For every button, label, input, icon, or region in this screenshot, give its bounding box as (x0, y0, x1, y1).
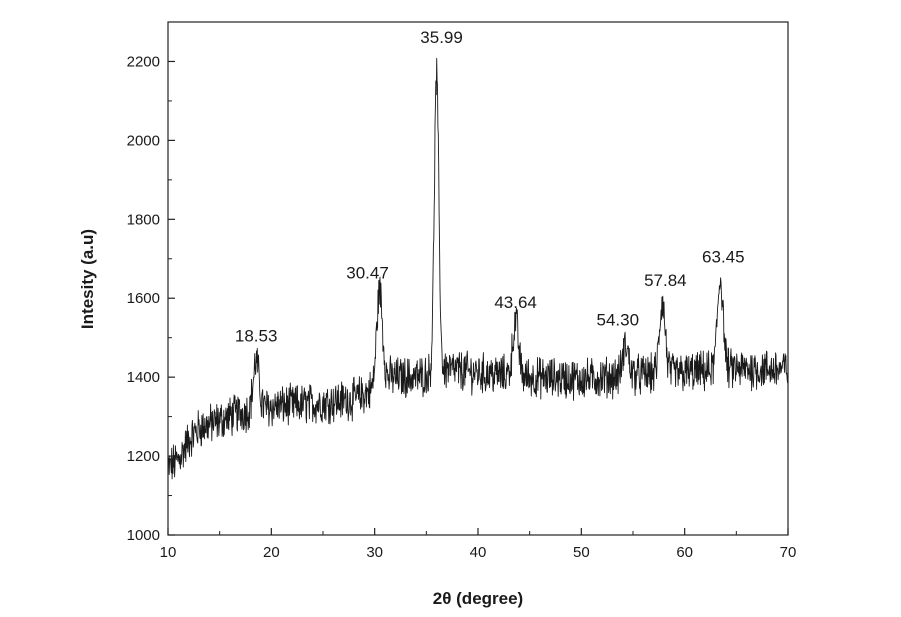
y-tick-label: 2200 (127, 53, 160, 70)
peak-label: 18.53 (235, 326, 278, 345)
x-tick-label: 20 (263, 544, 280, 561)
x-tick-label: 10 (160, 544, 177, 561)
y-tick-label: 2000 (127, 132, 160, 149)
peak-label: 43.64 (494, 293, 537, 312)
peak-label: 30.47 (346, 263, 389, 282)
xrd-pattern-line (167, 57, 789, 480)
peak-label: 35.99 (420, 28, 463, 47)
y-tick-label: 1400 (127, 369, 160, 386)
y-tick-label: 1800 (127, 211, 160, 228)
x-tick-label: 40 (470, 544, 487, 561)
y-axis-title: Intesity (a.u) (78, 229, 97, 329)
x-tick-label: 70 (780, 544, 797, 561)
x-tick-label: 50 (573, 544, 590, 561)
x-tick-label: 30 (366, 544, 383, 561)
x-tick-label: 60 (676, 544, 693, 561)
x-axis: 10 20 30 40 50 60 70 (160, 528, 797, 561)
y-tick-label: 1000 (127, 527, 160, 544)
y-tick-label: 1600 (127, 290, 160, 307)
peak-labels: 18.53 30.47 35.99 43.64 54.30 57.84 63.45 (235, 28, 745, 345)
peak-label: 54.30 (596, 311, 639, 330)
peak-label: 57.84 (644, 271, 687, 290)
y-tick-label: 1200 (127, 448, 160, 465)
x-axis-title: 2θ (degree) (433, 589, 523, 608)
y-axis: 1000 1200 1400 1600 1800 2000 2200 (127, 53, 175, 544)
peak-label: 63.45 (702, 248, 745, 267)
